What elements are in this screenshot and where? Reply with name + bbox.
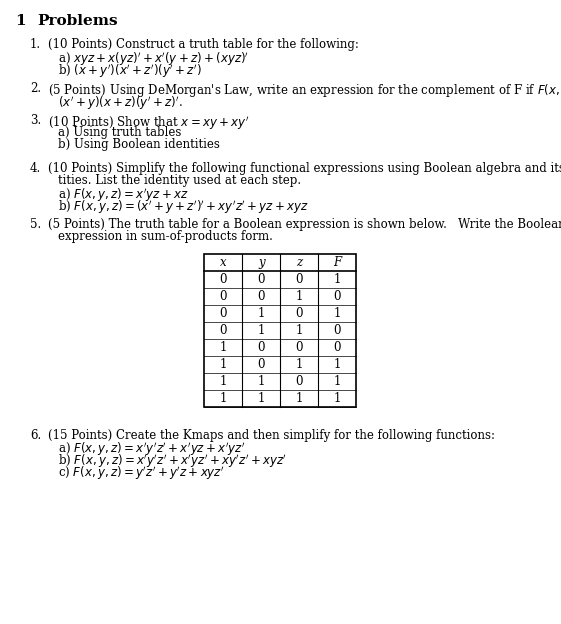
Text: 5.: 5. <box>30 218 42 231</box>
Text: 4.: 4. <box>30 162 42 175</box>
Text: 1: 1 <box>296 358 303 371</box>
Text: 1: 1 <box>220 341 227 354</box>
Text: 1: 1 <box>258 307 265 320</box>
Text: 0: 0 <box>334 341 341 354</box>
Text: 1: 1 <box>334 392 341 405</box>
Text: 1: 1 <box>258 375 265 388</box>
Text: 6.: 6. <box>30 429 42 442</box>
Text: y: y <box>258 256 265 269</box>
Text: F: F <box>333 256 342 269</box>
Text: 0: 0 <box>257 358 265 371</box>
Text: b) Using Boolean identities: b) Using Boolean identities <box>58 138 220 151</box>
Text: b) $(x + y^{\prime})(x^{\prime} + z^{\prime})(y^{\prime} + z^{\prime})$: b) $(x + y^{\prime})(x^{\prime} + z^{\pr… <box>58 62 202 79</box>
Text: (10 Points) Simplify the following functional expressions using Boolean algebra : (10 Points) Simplify the following funct… <box>48 162 561 175</box>
Text: 0: 0 <box>296 375 304 388</box>
Text: 1: 1 <box>220 375 227 388</box>
Text: Problems: Problems <box>37 14 118 28</box>
Text: 0: 0 <box>257 341 265 354</box>
Text: z: z <box>296 256 302 269</box>
Text: 1: 1 <box>296 290 303 303</box>
Text: 0: 0 <box>334 290 341 303</box>
Text: b) $F(x, y, z) = (x^{\prime} + y + z^{\prime})^{\prime} + xy^{\prime}z^{\prime} : b) $F(x, y, z) = (x^{\prime} + y + z^{\p… <box>58 198 309 215</box>
Text: 1.: 1. <box>30 38 41 51</box>
Text: 3.: 3. <box>30 114 42 127</box>
Bar <box>205 254 356 407</box>
Text: x: x <box>220 256 227 269</box>
Text: 1: 1 <box>220 392 227 405</box>
Text: (5 Points) The truth table for a Boolean expression is shown below.   Write the : (5 Points) The truth table for a Boolean… <box>48 218 561 231</box>
Text: (5 Points) Using DeMorgan's Law, write an expression for the complement of F if : (5 Points) Using DeMorgan's Law, write a… <box>48 82 561 99</box>
Text: 0: 0 <box>334 324 341 337</box>
Text: 1: 1 <box>334 273 341 286</box>
Text: 1: 1 <box>258 324 265 337</box>
Text: $(x^{\prime} + y)(x + z)(y^{\prime} + z)^{\prime}$.: $(x^{\prime} + y)(x + z)(y^{\prime} + z)… <box>58 94 183 112</box>
Text: c) $F(x, y, z) = y^{\prime}z^{\prime} + y^{\prime}z + xyz^{\prime}$: c) $F(x, y, z) = y^{\prime}z^{\prime} + … <box>58 465 225 482</box>
Text: 0: 0 <box>220 273 227 286</box>
Text: expression in sum-of-products form.: expression in sum-of-products form. <box>58 230 273 243</box>
Text: 0: 0 <box>220 290 227 303</box>
Text: a) $F(x, y, z) = x^{\prime}y^{\prime}z^{\prime} + x^{\prime}yz + x^{\prime}yz^{\: a) $F(x, y, z) = x^{\prime}y^{\prime}z^{… <box>58 441 246 459</box>
Text: 1: 1 <box>296 392 303 405</box>
Text: (10 Points) Construct a truth table for the following:: (10 Points) Construct a truth table for … <box>48 38 359 51</box>
Text: a) $xyz + x(yz)^{\prime} + x^{\prime}(y + z) + (xyz)^{\prime}$: a) $xyz + x(yz)^{\prime} + x^{\prime}(y … <box>58 50 249 67</box>
Text: 1: 1 <box>334 375 341 388</box>
Text: 0: 0 <box>296 341 304 354</box>
Text: a) Using truth tables: a) Using truth tables <box>58 126 181 139</box>
Text: 0: 0 <box>296 307 304 320</box>
Text: (15 Points) Create the Kmaps and then simplify for the following functions:: (15 Points) Create the Kmaps and then si… <box>48 429 495 442</box>
Text: a) $F(x, y, z) = x^{\prime}yz + xz$: a) $F(x, y, z) = x^{\prime}yz + xz$ <box>58 186 189 203</box>
Text: 1: 1 <box>15 14 26 28</box>
Text: 0: 0 <box>257 273 265 286</box>
Text: tities. List the identity used at each step.: tities. List the identity used at each s… <box>58 174 301 187</box>
Text: b) $F(x, y, z) = x^{\prime}y^{\prime}z^{\prime} + x^{\prime}yz^{\prime} + xy^{\p: b) $F(x, y, z) = x^{\prime}y^{\prime}z^{… <box>58 453 287 470</box>
Text: 1: 1 <box>258 392 265 405</box>
Text: 1: 1 <box>220 358 227 371</box>
Text: 0: 0 <box>296 273 304 286</box>
Text: 0: 0 <box>257 290 265 303</box>
Text: 1: 1 <box>334 307 341 320</box>
Text: 2.: 2. <box>30 82 41 95</box>
Text: 1: 1 <box>296 324 303 337</box>
Text: (10 Points) Show that $x = xy + xy^{\prime}$: (10 Points) Show that $x = xy + xy^{\pri… <box>48 114 249 132</box>
Text: 1: 1 <box>334 358 341 371</box>
Text: 0: 0 <box>220 324 227 337</box>
Text: 0: 0 <box>220 307 227 320</box>
